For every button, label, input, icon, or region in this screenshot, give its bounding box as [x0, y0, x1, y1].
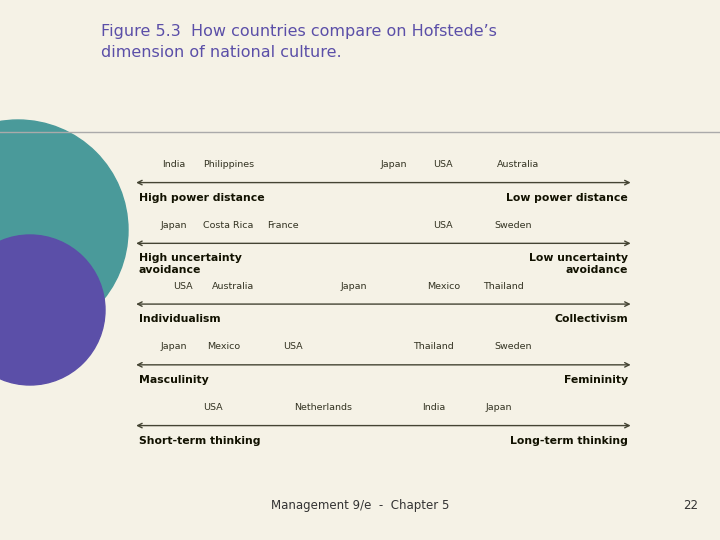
Text: Sweden: Sweden	[495, 342, 532, 352]
Text: USA: USA	[284, 342, 303, 352]
Text: 22: 22	[683, 500, 698, 512]
Text: Australia: Australia	[498, 160, 539, 169]
Text: Australia: Australia	[212, 281, 254, 291]
Text: Management 9/e  -  Chapter 5: Management 9/e - Chapter 5	[271, 500, 449, 512]
Text: Netherlands: Netherlands	[294, 403, 352, 412]
Text: USA: USA	[433, 221, 453, 230]
Text: Thailand: Thailand	[413, 342, 454, 352]
Text: Mexico: Mexico	[207, 342, 240, 352]
Text: High uncertainty
avoidance: High uncertainty avoidance	[139, 253, 242, 275]
Text: USA: USA	[204, 403, 223, 412]
Text: Femininity: Femininity	[564, 375, 628, 385]
Text: Low power distance: Low power distance	[506, 193, 628, 202]
Text: Low uncertainty
avoidance: Low uncertainty avoidance	[529, 253, 628, 275]
Circle shape	[0, 120, 128, 340]
Text: Philippines: Philippines	[203, 160, 254, 169]
Text: France: France	[268, 221, 300, 230]
Text: USA: USA	[433, 160, 453, 169]
Text: Thailand: Thailand	[483, 281, 524, 291]
Text: Masculinity: Masculinity	[139, 375, 209, 385]
Text: Long-term thinking: Long-term thinking	[510, 436, 628, 446]
Text: India: India	[422, 403, 445, 412]
Text: Collectivism: Collectivism	[554, 314, 628, 324]
Text: Mexico: Mexico	[427, 281, 460, 291]
Text: Japan: Japan	[340, 281, 366, 291]
Text: USA: USA	[174, 281, 193, 291]
Text: Individualism: Individualism	[139, 314, 220, 324]
Text: Japan: Japan	[160, 221, 186, 230]
Text: High power distance: High power distance	[139, 193, 264, 202]
Text: Figure 5.3  How countries compare on Hofstede’s
dimension of national culture.: Figure 5.3 How countries compare on Hofs…	[101, 24, 497, 60]
Text: Short-term thinking: Short-term thinking	[139, 436, 261, 446]
Text: Costa Rica: Costa Rica	[203, 221, 253, 230]
Text: Japan: Japan	[380, 160, 407, 169]
Circle shape	[0, 235, 105, 385]
Text: Japan: Japan	[485, 403, 512, 412]
Text: India: India	[162, 160, 185, 169]
Text: Sweden: Sweden	[495, 221, 532, 230]
Text: Japan: Japan	[160, 342, 186, 352]
